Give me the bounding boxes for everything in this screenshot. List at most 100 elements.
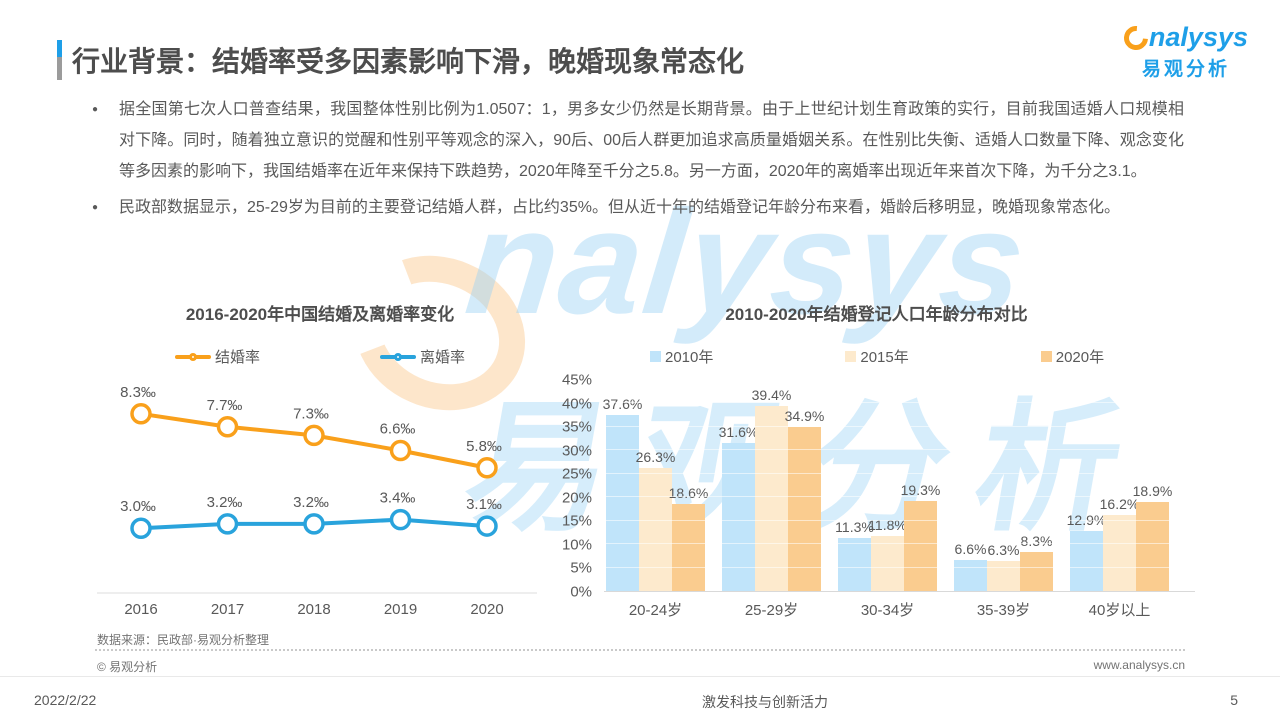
gridline [604,425,1169,427]
footer-slogan: 激发科技与创新活力 [702,694,828,710]
line-chart-svg: 2016 2017 2018 2019 2020 8.3‰ 7.7‰ 7.3‰ 6.6‰ 5.8‰… [97,384,537,618]
bar: 26.3% [636,449,675,591]
data-point-marker [476,457,498,479]
y-axis-label: 35% [561,418,592,436]
y-axis-label: 30% [561,442,592,460]
gridline [604,402,1169,404]
legend-label: 结婚率 [214,349,260,366]
data-point-marker [476,515,498,537]
bar: 34.9% [785,408,824,591]
x-axis-label: 2017 [211,601,244,618]
data-label: 3.1‰ [466,496,502,513]
copyright-note: © 易观分析 [97,660,158,674]
bar-value-label: 6.6% [954,541,987,558]
data-point-marker [130,517,152,539]
legend-item: 2015年 [845,346,909,367]
legend-item: 离婚率 [380,346,465,367]
y-axis-label: 15% [561,512,592,530]
data-label: 3.0‰ [120,498,156,515]
legend-line-marker [380,352,416,361]
category-label: 35-39岁 [976,602,1031,619]
x-axis-label: 2018 [297,601,330,618]
footer-date: 2022/2/22 [34,692,97,708]
bar: 31.6% [719,424,758,591]
website-text: www.analysys.cn [1093,658,1185,672]
legend-item: 结婚率 [174,346,260,367]
bar-value-label: 37.6% [602,395,643,412]
legend-swatch [1040,351,1052,362]
legend-label: 2010年 [665,349,714,366]
category-label: 20-24岁 [628,602,683,619]
footer-divider [0,676,1280,677]
data-label: 6.6‰ [380,421,416,438]
bar-chart-y-axis: 45% 40% 35% 30% 25% 20% 15% 10% 5% 0% [558,372,594,601]
data-label: 8.3‰ [120,384,156,401]
bar: 6.3% [987,542,1020,591]
legend-swatch [845,351,857,362]
category-label: 40岁以上 [1088,602,1151,619]
bullet-list: 据全国第七次人口普查结果，我国整体性别比例为1.0507：1，男多女少仍然是长期… [92,94,1184,228]
bar-value-label: 19.3% [900,481,941,498]
legend-label: 2015年 [860,349,909,366]
bar: 18.9% [1133,483,1172,591]
data-point-marker [389,508,412,531]
gridline [604,496,1169,498]
bar-value-label: 6.3% [987,542,1020,559]
analysys-swoosh-icon [1119,20,1153,55]
bar-value-label: 11.8% [868,516,907,533]
bar-value-label: 12.9% [1066,511,1107,528]
bar: 12.9% [1067,512,1106,591]
data-point-marker [303,513,325,535]
legend-label: 2020年 [1055,349,1105,366]
title-accent-bar [57,40,62,80]
brand-name: nalysys [1148,22,1248,52]
category-label: 30-34岁 [860,602,915,619]
data-point-marker [389,439,412,462]
bar-value-label: 11.3% [835,519,874,536]
category-label: 25-29岁 [744,602,799,619]
data-label: 3.2‰ [293,494,329,511]
data-point-marker [216,416,239,438]
bar-group: 12.9% 16.2% 18.9% 40岁以上 [1067,380,1173,619]
gridline [604,472,1169,474]
page-number: 5 [1230,692,1238,708]
data-point-marker [303,424,325,447]
data-label: 7.3‰ [293,405,329,422]
brand-name-cn: 易观分析 [1141,59,1230,80]
bar: 18.6% [669,485,708,591]
x-axis-label: 2020 [470,601,503,618]
bar-value-label: 16.2% [1099,496,1140,513]
data-label: 3.4‰ [380,490,416,507]
bar-group: 31.6% 39.4% 34.9% 25-29岁 [719,380,825,619]
gridline [604,543,1169,545]
source-note: 数据来源：民政部·易观分析整理 [97,633,269,647]
gridline [604,519,1169,521]
gridline [604,566,1169,568]
data-label: 5.8‰ [466,438,502,455]
y-axis-label: 5% [570,559,592,577]
bar: 16.2% [1100,496,1139,591]
bar-chart-plot: 37.6% 26.3% 18.6% 20-24岁 31.6% 39.4% 34.9% 25-2… [602,379,1195,619]
bar: 39.4% [752,387,791,591]
gridline [604,449,1169,451]
bullet-item: 民政部数据显示，25-29岁为目前的主要登记结婚人群，占比约35%。但从近十年的… [92,192,1184,223]
bar-chart-section: 2010-2020年结婚登记人口年龄分布对比 2010年 2015年 2020年 4… [558,300,1195,619]
bar-value-label: 18.9% [1132,483,1173,500]
bullet-item: 据全国第七次人口普查结果，我国整体性别比例为1.0507：1，男多女少仍然是长期… [92,94,1184,187]
y-axis-label: 10% [561,536,592,554]
x-axis-label: 2016 [124,601,157,618]
bar-group: 37.6% 26.3% 18.6% 20-24岁 [602,380,709,619]
y-axis-label: 40% [561,395,592,413]
data-label: 7.7‰ [207,397,243,414]
bar-value-label: 31.6% [718,423,759,440]
brand-logo: nalysys 易观分析 [1119,20,1248,81]
bar: 19.3% [901,482,940,591]
legend-line-marker [174,352,211,361]
y-axis-label: 45% [561,371,592,389]
page-title: 行业背景：结婚率受多因素影响下滑，晚婚现象常态化 [72,46,745,77]
bar-chart-legend: 2010年 2015年 2020年 [558,346,1195,367]
line-chart-title: 2016-2020年中国结婚及离婚率变化 [185,305,455,324]
bar-chart-title: 2010-2020年结婚登记人口年龄分布对比 [725,305,1028,324]
bar-value-label: 8.3% [1020,533,1053,550]
bar-chart-area: 45% 40% 35% 30% 25% 20% 15% 10% 5% 0% 37.6% 26.3% 1… [558,372,1195,619]
